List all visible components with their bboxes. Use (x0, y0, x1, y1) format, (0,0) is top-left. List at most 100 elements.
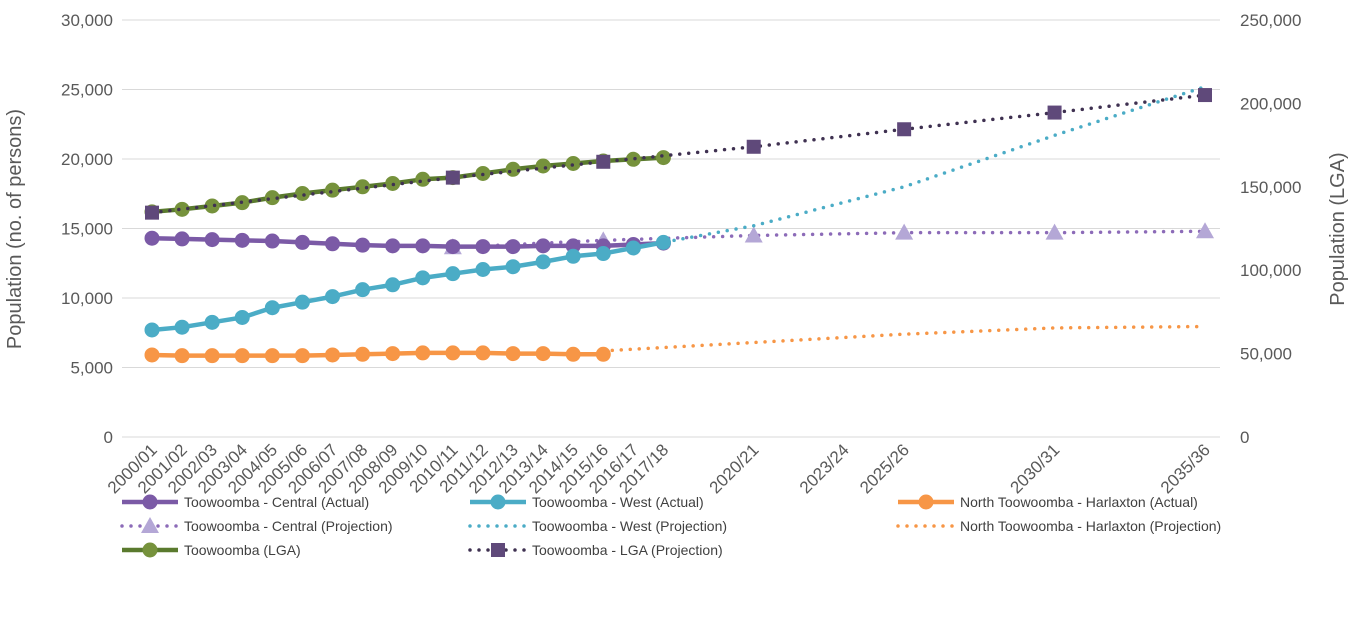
right-tick-label: 0 (1240, 428, 1249, 447)
data-point (535, 346, 551, 362)
data-point (505, 346, 521, 362)
x-tick-label: 2025/26 (856, 440, 913, 497)
legend-marker (141, 517, 159, 533)
data-point (264, 348, 280, 364)
data-point (174, 231, 190, 247)
right-tick-label: 100,000 (1240, 261, 1301, 280)
legend-label: Toowoomba - West (Projection) (532, 518, 727, 534)
data-point (174, 319, 190, 335)
data-point (535, 254, 551, 270)
data-point (204, 348, 220, 364)
data-point (264, 190, 280, 206)
data-point (294, 185, 310, 201)
legend-marker (490, 494, 506, 510)
data-point (625, 240, 641, 256)
legend-item: Toowoomba - LGA (Projection) (468, 542, 723, 558)
data-point (294, 294, 310, 310)
legend-item: North Toowoomba - Harlaxton (Projection) (896, 518, 1221, 534)
legend-label: North Toowoomba - Harlaxton (Projection) (960, 518, 1221, 534)
left-tick-label: 30,000 (61, 11, 113, 30)
data-point (294, 234, 310, 250)
legend-marker (918, 494, 934, 510)
data-point (595, 246, 611, 262)
data-point (385, 238, 401, 254)
series-2 (144, 345, 611, 364)
data-point (744, 226, 763, 243)
legend-item: North Toowoomba - Harlaxton (Actual) (898, 494, 1198, 510)
data-point (415, 238, 431, 254)
left-tick-label: 25,000 (61, 81, 113, 100)
x-tick-label: 2035/36 (1157, 440, 1214, 497)
x-axis-ticks: 2000/012001/022002/032003/042004/052005/… (104, 440, 1214, 497)
data-point (325, 236, 341, 252)
data-point (565, 346, 581, 362)
data-point (475, 239, 491, 255)
right-axis-ticks: 0 50,000 100,000 150,000 200,000 250,000 (1240, 11, 1301, 447)
data-point (596, 154, 611, 169)
series-layer (144, 84, 1214, 364)
right-tick-label: 250,000 (1240, 11, 1301, 30)
left-tick-label: 0 (104, 428, 113, 447)
data-point (1198, 88, 1212, 103)
data-point (174, 348, 190, 364)
data-point (204, 232, 220, 248)
data-point (355, 346, 371, 362)
data-point (445, 345, 461, 361)
legend-item: Toowoomba - Central (Projection) (120, 517, 393, 534)
series-7 (145, 88, 1212, 220)
data-point (144, 322, 160, 338)
data-point (264, 233, 280, 249)
data-point (234, 309, 250, 325)
data-point (1047, 105, 1062, 120)
series-line (151, 350, 604, 358)
data-point (385, 277, 401, 293)
series-3 (443, 222, 1214, 255)
legend-label: Toowoomba - West (Actual) (532, 494, 704, 510)
left-tick-label: 15,000 (61, 220, 113, 239)
data-point (355, 237, 371, 253)
data-point (475, 262, 491, 278)
right-tick-label: 50,000 (1240, 345, 1292, 364)
data-point (595, 346, 611, 362)
data-point (1045, 223, 1064, 240)
data-point (475, 345, 491, 361)
data-point (565, 155, 581, 171)
data-point (385, 346, 401, 362)
data-point (445, 266, 461, 282)
data-point (234, 232, 250, 248)
left-tick-label: 5,000 (70, 359, 113, 378)
x-tick-label: 2030/31 (1007, 440, 1064, 497)
data-point (325, 347, 341, 363)
data-point (746, 139, 761, 154)
legend-label: North Toowoomba - Harlaxton (Actual) (960, 494, 1198, 510)
data-point (204, 314, 220, 330)
legend-label: Toowoomba - Central (Projection) (184, 518, 393, 534)
data-point (415, 270, 431, 286)
data-point (505, 259, 521, 275)
data-point (1196, 222, 1214, 239)
data-point (144, 230, 160, 246)
legend-item: Toowoomba - Central (Actual) (122, 494, 369, 510)
legend-label: Toowoomba - Central (Actual) (184, 494, 369, 510)
left-axis-title: Population (no. of persons) (4, 109, 26, 349)
data-point (355, 179, 371, 195)
data-point (415, 171, 431, 187)
data-point (445, 170, 460, 185)
left-axis-ticks: 0 5,000 10,000 15,000 20,000 25,000 30,000 (61, 11, 113, 447)
data-point (294, 348, 310, 364)
series-line (151, 155, 664, 215)
data-point (895, 223, 914, 240)
legend-label: Toowoomba (LGA) (184, 542, 301, 558)
series-line (151, 240, 664, 333)
legend-marker (142, 542, 158, 558)
data-point (415, 345, 431, 361)
legend: Toowoomba - Central (Actual) Toowoomba - … (120, 494, 1221, 558)
data-point (655, 150, 671, 166)
data-point (325, 289, 341, 305)
x-tick-label: 2020/21 (706, 440, 763, 497)
data-point (535, 158, 551, 174)
data-point (655, 234, 671, 250)
legend-item: Toowoomba - West (Actual) (470, 494, 704, 510)
left-tick-label: 20,000 (61, 150, 113, 169)
